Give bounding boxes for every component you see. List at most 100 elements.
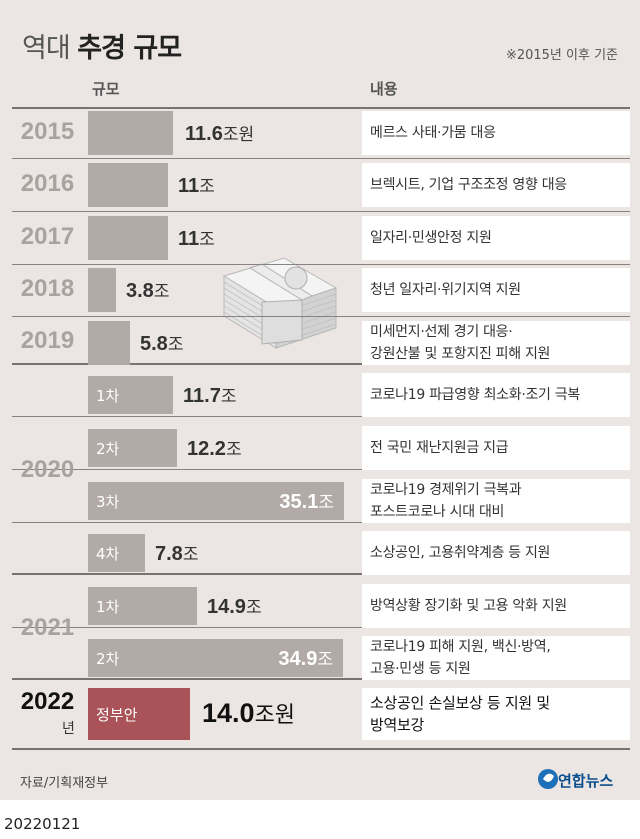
description-line: 코로나19 피해 지원, 백신·방역,	[370, 639, 551, 655]
year-label-2016: 2016	[20, 170, 75, 197]
description-line: 소상공인, 고용취약계층 등 지원	[370, 545, 551, 561]
value-number: 14.9	[207, 596, 246, 618]
value-label: 12.2조	[187, 435, 242, 461]
year-label-2017: 2017	[20, 223, 75, 250]
year-label-2020: 2020	[20, 456, 75, 483]
value-unit: 조	[167, 335, 184, 355]
bar-2016	[88, 163, 168, 207]
value-number: 35.1	[279, 491, 319, 513]
value-label: 11.6조원	[185, 120, 254, 146]
value-number: 11	[178, 228, 200, 250]
value-label: 11조	[178, 172, 215, 198]
description-line: 일자리·민생안정 지원	[370, 230, 492, 246]
year-label-2018: 2018	[20, 275, 75, 302]
description-box	[362, 321, 630, 365]
description-box	[362, 216, 630, 260]
separator-line	[12, 107, 630, 109]
description-text: 소상공인 손실보상 등 지원 및 방역보강	[370, 692, 626, 736]
description-text: 방역상황 장기화 및 고용 악화 지원	[370, 595, 626, 617]
description-text: 미세먼지·선제 경기 대응· 강원산불 및 포항지진 피해 지원	[370, 321, 626, 365]
description-text: 코로나19 피해 지원, 백신·방역, 고용·민생 등 지원	[370, 636, 626, 680]
description-line: 전 국민 재난지원금 지급	[370, 440, 509, 456]
value-label: 34.9조	[233, 645, 333, 671]
bar-label: 정부안	[96, 706, 138, 724]
value-label: 11.7조	[183, 382, 236, 408]
bar-2021-2차	[88, 639, 343, 677]
separator-line	[12, 363, 630, 365]
year-label-2021: 2021	[20, 614, 75, 641]
description-line: 브렉시트, 기업 구조조정 영향 대응	[370, 177, 567, 193]
description-text: 코로나19 경제위기 극복과 포스트코로나 시대 대비	[370, 479, 626, 523]
description-text: 코로나19 파급영향 최소화·조기 극복	[370, 384, 626, 406]
value-unit: 조	[318, 493, 334, 513]
separator-line	[12, 211, 630, 212]
separator-line	[12, 158, 630, 159]
description-line: 방역보강	[370, 716, 425, 734]
bar-label: 2차	[96, 650, 120, 668]
description-line: 미세먼지·선제 경기 대응·	[370, 324, 513, 340]
description-line: 메르스 사태·가뭄 대응	[370, 125, 496, 141]
logo-text: 연합뉴스	[558, 772, 614, 790]
separator-line	[12, 416, 630, 417]
bar-label: 3차	[96, 493, 120, 511]
description-line: 포스트코로나 시대 대비	[370, 504, 505, 520]
value-number: 11	[178, 175, 200, 197]
bar-2019	[88, 321, 130, 365]
description-text: 메르스 사태·가뭄 대응	[370, 122, 626, 144]
separator-line	[12, 627, 630, 628]
description-text: 소상공인, 고용취약계층 등 지원	[370, 542, 626, 564]
value-unit: 조	[153, 282, 170, 302]
bar-2022-정부안	[88, 688, 190, 740]
bar-2018	[88, 268, 116, 312]
value-unit: 조	[245, 598, 262, 618]
value-number: 14.0	[202, 698, 255, 728]
description-box	[362, 373, 630, 417]
money-stack-icon	[222, 257, 338, 349]
chart-title: 역대 추경 규모	[22, 33, 182, 64]
value-number: 11.7	[183, 385, 221, 407]
date-text: 20220121	[4, 815, 81, 833]
description-line: 청년 일자리·위기지역 지원	[370, 282, 521, 298]
bar-label: 1차	[96, 598, 120, 616]
description-text: 전 국민 재난지원금 지급	[370, 437, 626, 459]
yonhap-logo-icon	[538, 769, 558, 789]
separator-line	[12, 469, 630, 470]
year-suffix: 년	[62, 721, 75, 737]
bar-2020-3차	[88, 482, 344, 520]
value-number: 12.2	[187, 438, 226, 460]
description-box	[362, 479, 630, 523]
year-label-2015: 2015	[20, 118, 75, 145]
separator-line	[12, 264, 630, 265]
value-unit: 조	[220, 387, 237, 407]
value-label: 3.8조	[126, 277, 169, 303]
separator-line	[12, 573, 630, 575]
description-box	[362, 163, 630, 207]
year-label-2019: 2019	[20, 327, 75, 354]
value-unit: 조	[182, 545, 199, 565]
value-number: 3.8	[126, 280, 154, 302]
description-box	[362, 426, 630, 470]
description-box	[362, 268, 630, 312]
description-line: 강원산불 및 포항지진 피해 지원	[370, 346, 551, 362]
value-label: 5.8조	[140, 330, 183, 356]
bar-2020-1차	[88, 376, 173, 414]
value-unit: 조	[225, 440, 242, 460]
value-number: 7.8	[155, 543, 183, 565]
value-unit: 조원	[222, 125, 255, 145]
description-box	[362, 688, 630, 740]
description-line: 코로나19 파급영향 최소화·조기 극복	[370, 387, 580, 403]
bar-2020-4차	[88, 534, 145, 572]
value-number: 34.9	[278, 648, 318, 670]
value-number: 11.6	[185, 123, 223, 145]
description-box	[362, 584, 630, 628]
description-text: 브렉시트, 기업 구조조정 영향 대응	[370, 174, 626, 196]
bar-2017	[88, 216, 168, 260]
bar-2015	[88, 111, 173, 155]
source-text: 자료/기획재정부	[20, 776, 109, 791]
separator-line	[12, 748, 630, 750]
value-label: 7.8조	[155, 540, 198, 566]
description-text: 청년 일자리·위기지역 지원	[370, 279, 626, 301]
amount-column-header: 규모	[92, 80, 120, 98]
value-label: 11조	[178, 225, 215, 251]
year-label-2022: 2022	[20, 688, 75, 715]
